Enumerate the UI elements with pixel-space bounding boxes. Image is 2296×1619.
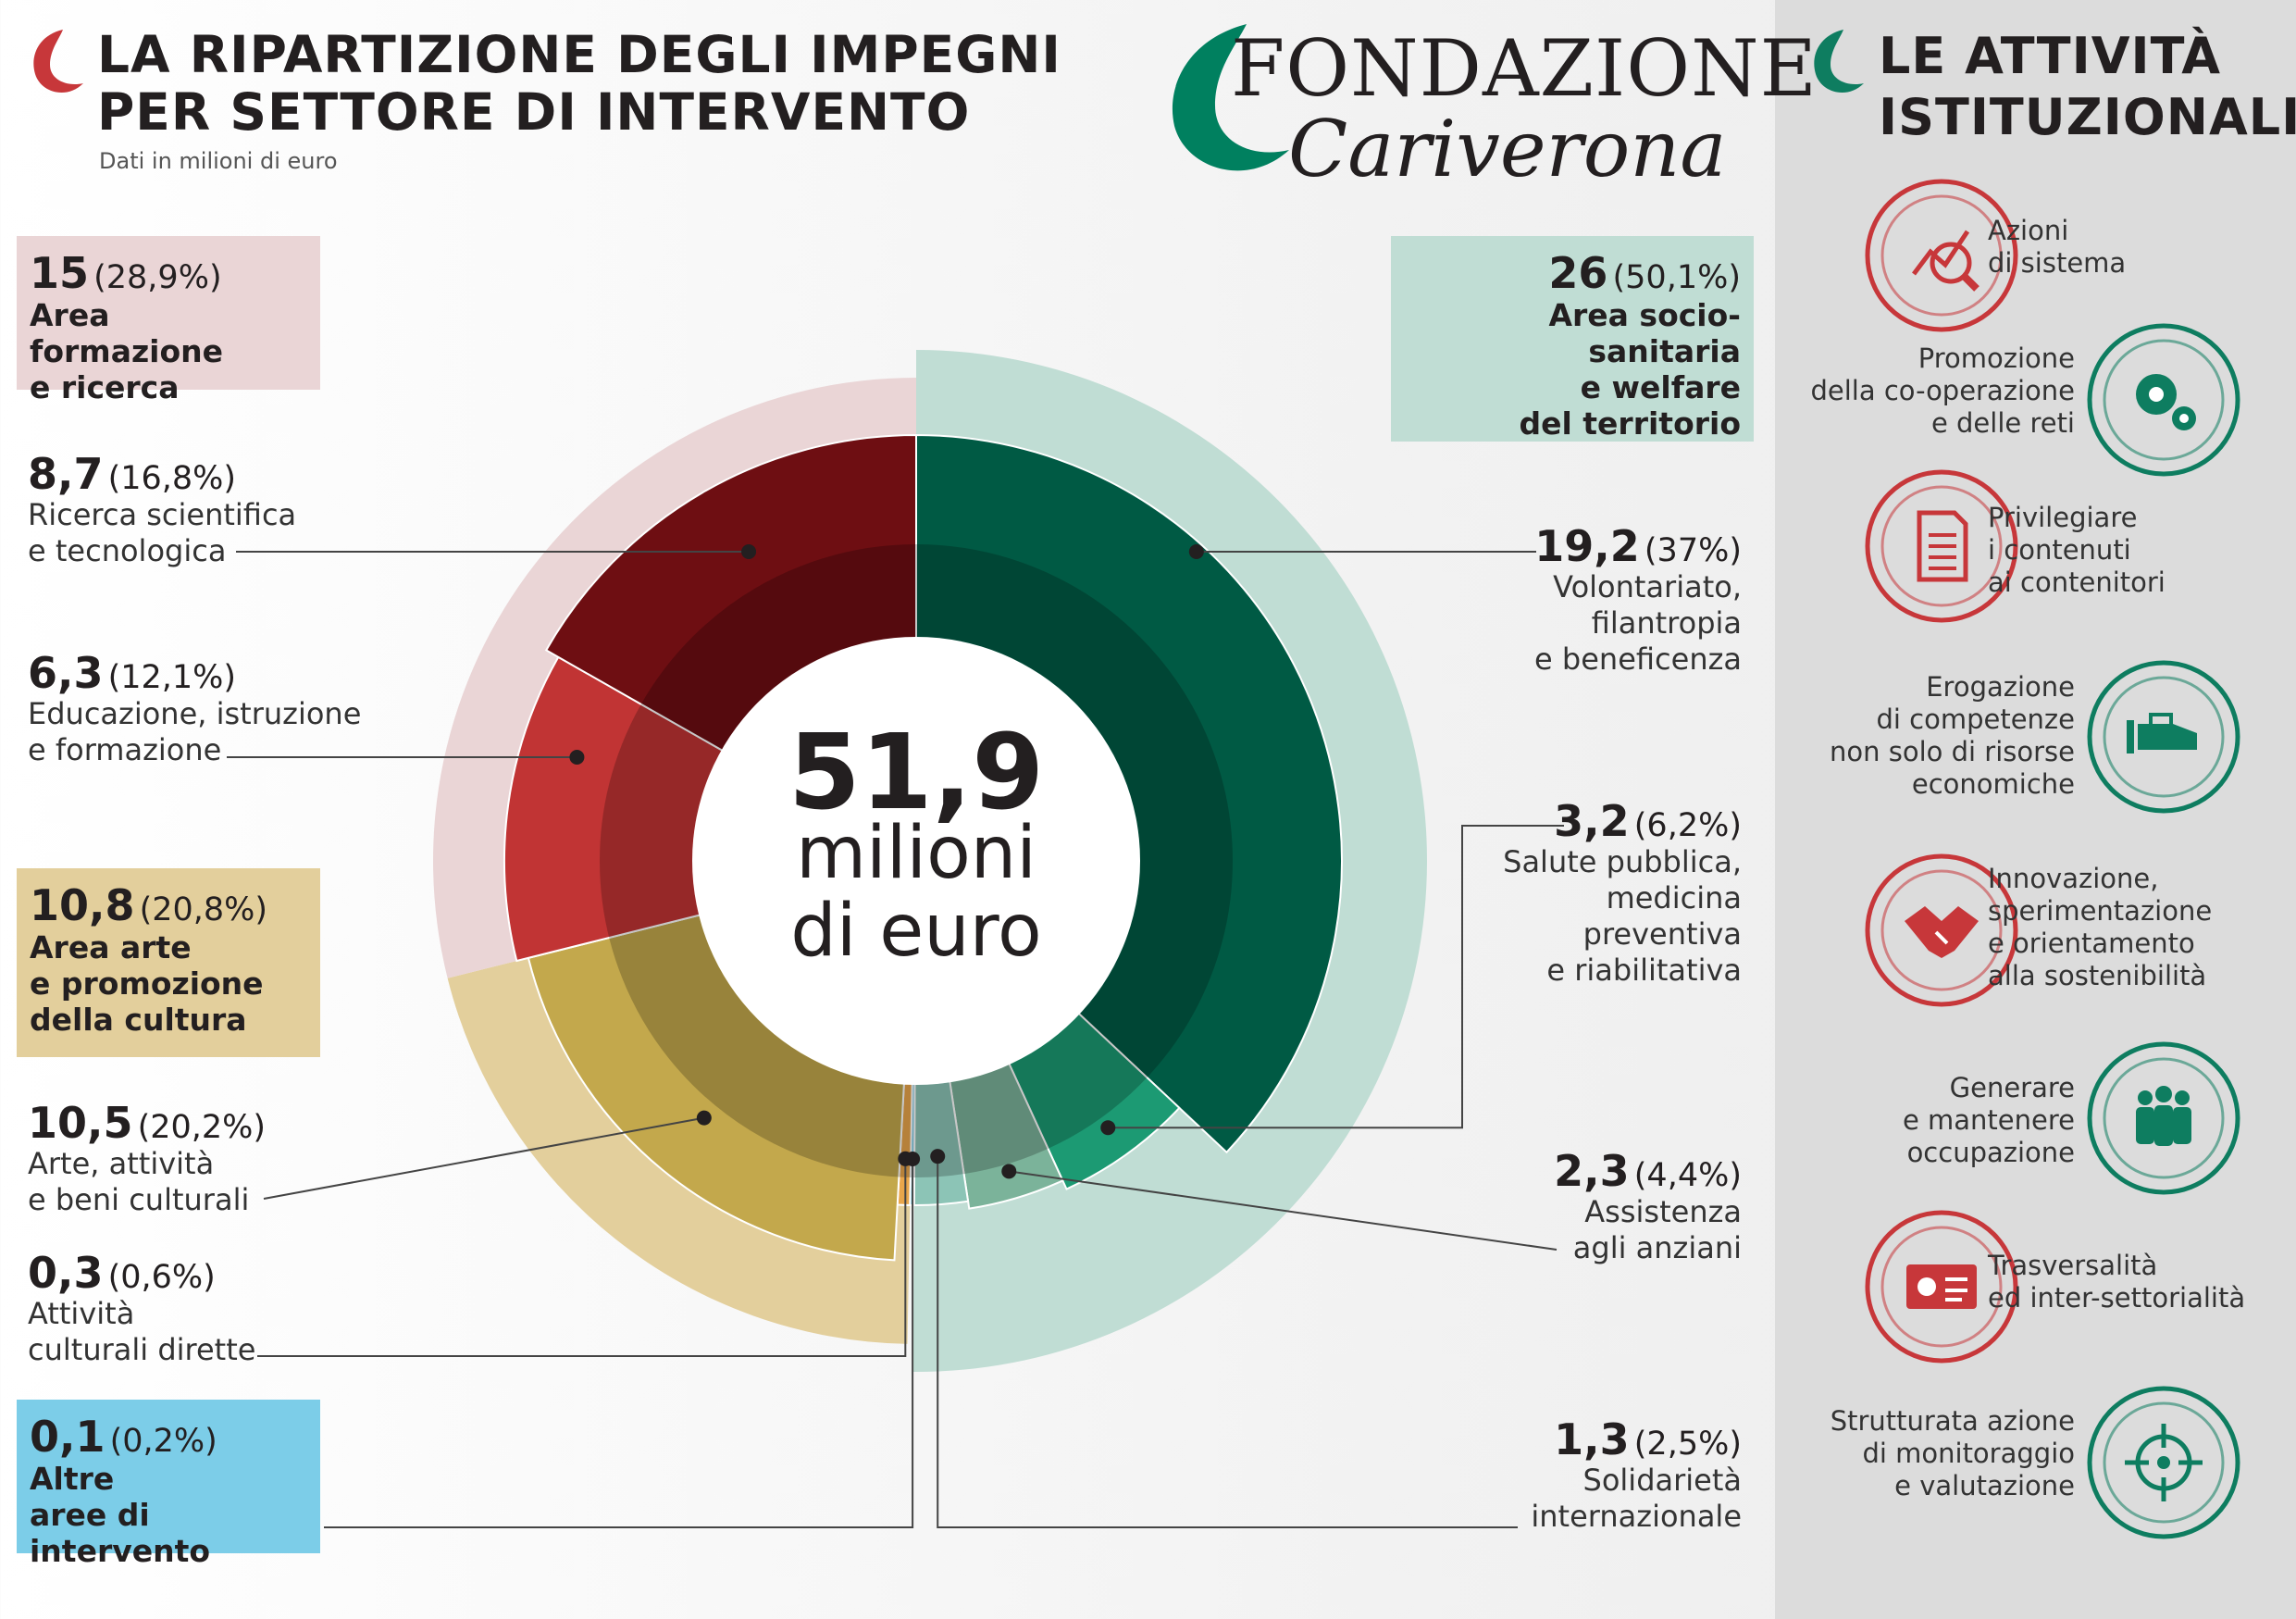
right-title: LE ATTIVITÀ ISTITUZIONALI <box>1879 27 2296 146</box>
leader-attivita <box>257 1158 907 1357</box>
left-subtitle: Dati in milioni di euro <box>99 148 338 174</box>
handshake-icon <box>1865 853 2018 1007</box>
label-volontariato: 19,2 (37%) Volontariato, filantropia e b… <box>1534 521 1742 677</box>
dot-volontariato <box>1188 544 1204 559</box>
giving-hand-icon <box>2087 660 2240 814</box>
activity-text-5: Generare e mantenere occupazione <box>1902 1072 2075 1168</box>
dot-altre <box>905 1151 921 1166</box>
activity-text-3: Erogazione di competenze non solo di risor… <box>1830 671 2075 800</box>
dot-ricerca <box>741 544 757 559</box>
activity-text-0: Azioni di sistema <box>1988 215 2127 279</box>
area-box-altre: 0,1 (0,2%) Altre aree di intervento <box>17 1400 320 1569</box>
activity-text-2: Privilegiare i contenuti ai contenitori <box>1988 502 2166 598</box>
leader-solidarieta <box>937 1156 1518 1528</box>
dot-arte <box>696 1110 712 1126</box>
chart-magnifier-icon <box>1865 179 2018 332</box>
document-icon <box>1865 469 2018 623</box>
dot-anziani <box>1001 1164 1017 1179</box>
leader-anziani <box>1009 1170 1558 1251</box>
left-title: LA RIPARTIZIONE DEGLI IMPEGNI PER SETTOR… <box>97 25 1061 142</box>
dot-solidarieta <box>930 1149 946 1164</box>
target-icon <box>2087 1386 2240 1539</box>
label-solidarieta: 1,3 (2,5%) Solidarietà internazionale <box>1531 1414 1742 1534</box>
label-salute: 3,2 (6,2%) Salute pubblica, medicina pre… <box>1503 796 1742 988</box>
logo-line2: Cariverona <box>1288 104 1727 194</box>
donut-hole <box>692 637 1140 1085</box>
activity-text-7: Strutturata azione di monitoraggio e valut… <box>1830 1405 2075 1501</box>
activity-text-1: Promozione della co-operazione e delle ret… <box>1810 342 2075 439</box>
leader-lines <box>227 544 1564 1528</box>
center-total: 51,9 <box>788 713 1045 833</box>
leader-arte <box>263 1116 705 1200</box>
center-unit: milioni di euro <box>790 812 1042 973</box>
activity-text-4: Innovazione, sperimentazione e orientament… <box>1988 863 2213 991</box>
label-arte: 10,5 (20,2%) Arte, attività e beni cultu… <box>28 1098 267 1217</box>
drop-green-icon <box>1814 30 1864 93</box>
right-panel <box>1775 0 2296 1619</box>
area-box-arte: 10,8 (20,8%) Area arte e promozione dell… <box>17 868 320 1057</box>
leader-salute <box>1108 825 1564 1129</box>
inner-shade-ring <box>600 544 1233 1177</box>
dot-salute <box>1100 1120 1116 1136</box>
label-attivita-dirette: 0,3 (0,6%) Attività culturali dirette <box>28 1248 256 1367</box>
cariverona-logo-icon <box>1172 24 1289 171</box>
activity-text-6: Trasversalità ed inter-settorialità <box>1988 1250 2246 1314</box>
people-icon <box>2087 1041 2240 1195</box>
label-educazione: 6,3 (12,1%) Educazione, istruzione e for… <box>28 648 362 767</box>
drop-logo-icon <box>33 30 83 93</box>
leader-altre <box>324 1158 914 1528</box>
label-anziani: 2,3 (4,4%) Assistenza agli anziani <box>1554 1146 1742 1265</box>
logo-line1: FONDAZIONE <box>1231 23 1818 114</box>
label-ricerca: 8,7 (16,8%) Ricerca scientifica e tecnol… <box>28 449 297 568</box>
area-box-formazione: 15 (28,9%) Area formazione e ricerca <box>17 236 320 405</box>
area-box-socio-sanitaria: 26 (50,1%) Area socio-sanitaria e welfar… <box>1391 236 1754 442</box>
id-card-icon <box>1865 1210 2018 1364</box>
inner-shade <box>600 544 1233 1177</box>
dot-educazione <box>569 750 585 765</box>
gears-icon <box>2087 323 2240 477</box>
